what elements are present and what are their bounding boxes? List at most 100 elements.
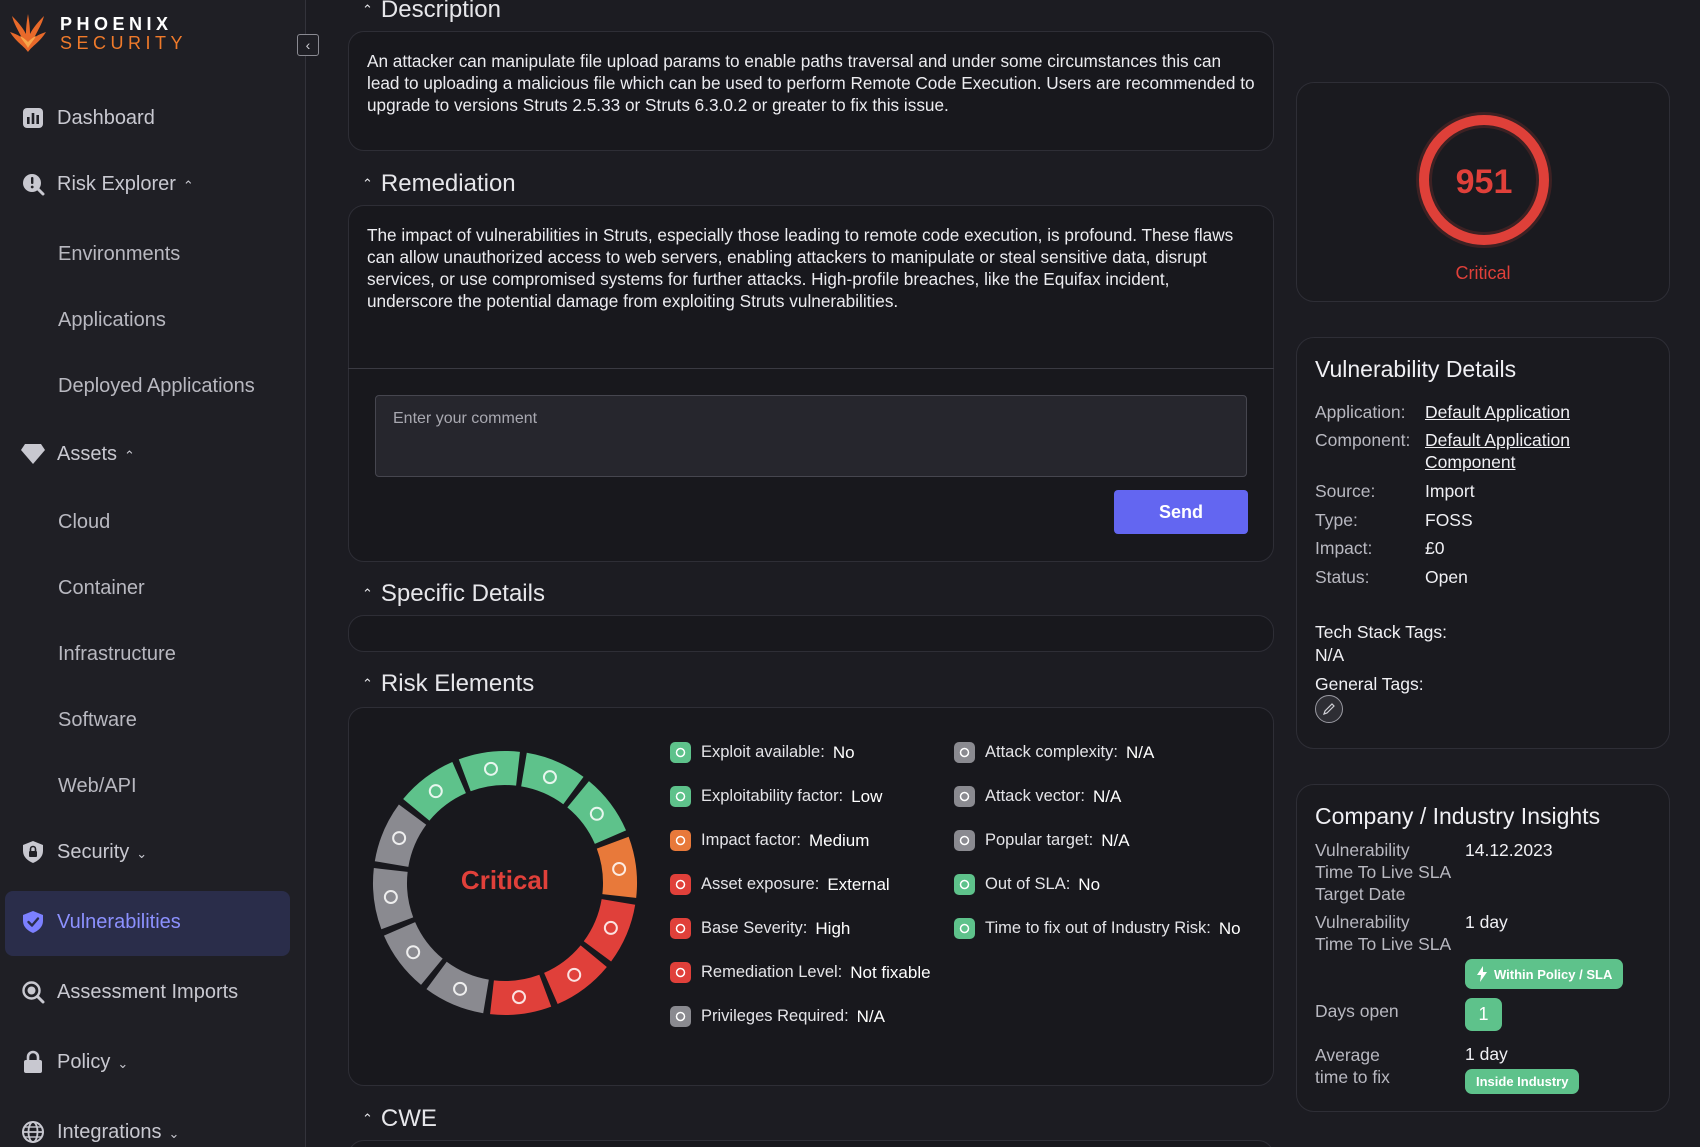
risk-element-value: Low [851,786,883,806]
sidebar-item-applications[interactable]: Applications [58,308,166,331]
risk-factor-icon [954,874,975,895]
risk-factor-icon [670,874,691,895]
risk-element-label: Impact factor: [701,831,801,849]
risk-wheel-segment [383,922,443,985]
status-label: Status: [1315,567,1370,587]
industry-status-badge: Inside Industry [1465,1069,1580,1094]
sidebar: PHOENIX SECURITY Dashboard Risk Explorer… [0,0,306,1147]
risk-wheel-segment-icon [612,861,627,876]
risk-factor-icon [670,786,691,807]
risk-wheel-segment-icon [383,890,398,905]
sidebar-item-dashboard[interactable]: Dashboard [0,96,306,140]
sidebar-item-web-api[interactable]: Web/API [58,774,137,797]
section-toggle-specific-details[interactable]: ⌃ Specific Details [362,580,545,608]
edit-tags-button[interactable] [1315,695,1343,723]
collapse-sidebar-button[interactable]: ‹ [297,34,319,56]
risk-element-label: Time to fix out of Industry Risk: [985,919,1211,937]
brand-logo[interactable]: PHOENIX SECURITY [6,12,187,56]
section-toggle-cwe[interactable]: ⌃ CWE [362,1105,437,1133]
send-button[interactable]: Send [1114,490,1248,534]
risk-element-row: Asset exposure: External [670,874,890,895]
risk-factor-icon [670,830,691,851]
general-tags-label: General Tags: [1315,674,1424,694]
component-link[interactable]: Default Application Component [1425,429,1570,473]
risk-element-value: N/A [856,1006,885,1026]
risk-element-label: Exploit available: [701,743,825,761]
risk-element-value: No [1218,918,1241,938]
chevron-left-icon: ‹ [305,37,311,53]
sidebar-item-deployed-applications[interactable]: Deployed Applications [58,374,255,397]
risk-element-row: Privileges Required: N/A [670,1006,885,1027]
risk-wheel-segment [544,945,607,1005]
source-label: Source: [1315,481,1376,501]
application-link[interactable]: Default Application [1425,402,1570,422]
search-icon [20,979,46,1005]
risk-element-label: Base Severity: [701,919,808,937]
risk-factor-icon [954,830,975,851]
type-value: FOSS [1425,510,1473,530]
chevron-down-icon: ⌄ [117,1056,129,1071]
chevron-up-icon: ⌃ [362,1111,373,1126]
sidebar-item-integrations[interactable]: Integrations ⌄ [0,1110,306,1147]
risk-element-row: Out of SLA: No [954,874,1100,895]
risk-element-value: N/A [1125,742,1155,762]
risk-factor-icon [670,962,691,983]
tech-stack-tags-value: N/A [1315,645,1345,665]
sidebar-item-infrastructure[interactable]: Infrastructure [58,642,176,665]
risk-element-label: Remediation Level: [701,963,843,981]
risk-element-label: Asset exposure: [701,875,820,893]
impact-label: Impact: [1315,538,1373,558]
section-toggle-remediation[interactable]: ⌃ Remediation [362,170,516,198]
risk-element-value: Medium [808,830,870,850]
sidebar-item-software[interactable]: Software [58,708,137,731]
risk-element-row: Popular target: N/A [954,830,1130,851]
type-label: Type: [1315,510,1358,530]
avg-time-label-line-2: time to fix [1315,1067,1390,1087]
sidebar-item-label: Security [57,840,130,863]
chevron-down-icon: ⌄ [136,846,148,861]
chevron-up-icon: ⌃ [362,176,373,191]
risk-element-label: Privileges Required: [701,1007,849,1025]
company-insights-card: Company / Industry Insights Vulnerabilit… [1296,784,1670,1112]
risk-element-value: N/A [1092,786,1122,806]
chevron-up-icon: ⌃ [362,676,373,691]
risk-wheel-segment [374,804,427,867]
risk-wheel-segment [521,752,584,805]
risk-factor-icon [670,742,691,763]
component-label: Component: [1315,430,1411,450]
tech-stack-tags-label: Tech Stack Tags: [1315,622,1447,642]
section-toggle-risk-elements[interactable]: ⌃ Risk Elements [362,670,534,698]
lock-icon [20,1049,46,1075]
sidebar-item-assets[interactable]: Assets ⌃ [0,432,306,476]
ttl-target-value: 14.12.2023 [1465,840,1553,860]
risk-wheel-segment [403,761,466,821]
ttl-target-label-line-2: Time To Live SLA [1315,862,1452,882]
risk-wheel: Critical [373,751,637,1015]
risk-factor-icon [954,786,975,807]
sidebar-item-assessment-imports[interactable]: Assessment Imports [0,970,306,1014]
sidebar-item-policy[interactable]: Policy ⌄ [0,1040,306,1084]
risk-element-value: High [815,918,851,938]
sidebar-item-risk-explorer[interactable]: Risk Explorer ⌃ [0,162,306,206]
ttl-sla-value: 1 day [1465,912,1508,932]
ttl-sla-label-line-1: Vulnerability [1315,912,1410,932]
risk-wheel-segment-icon [392,831,407,846]
sidebar-item-vulnerabilities[interactable]: Vulnerabilities [0,900,306,944]
sidebar-item-cloud[interactable]: Cloud [58,510,111,533]
ttl-target-label: Vulnerability Time To Live SLA Target Da… [1315,839,1451,905]
section-toggle-description[interactable]: ⌃ Description [362,0,501,24]
sidebar-item-container[interactable]: Container [58,576,145,599]
risk-factor-icon [670,1006,691,1027]
remediation-divider [348,368,1274,369]
comment-input[interactable]: Enter your comment [375,395,1247,477]
source-value: Import [1425,481,1475,501]
status-value: Open [1425,567,1468,587]
days-open-label: Days open [1315,1001,1399,1021]
risk-factor-icon [670,918,691,939]
shield-lock-icon [20,839,46,865]
sidebar-item-environments[interactable]: Environments [58,242,181,265]
cwe-card [348,1140,1274,1147]
risk-wheel-segment [426,961,489,1014]
description-card: An attacker can manipulate file upload p… [348,31,1274,151]
sidebar-item-security[interactable]: Security ⌄ [0,830,306,874]
